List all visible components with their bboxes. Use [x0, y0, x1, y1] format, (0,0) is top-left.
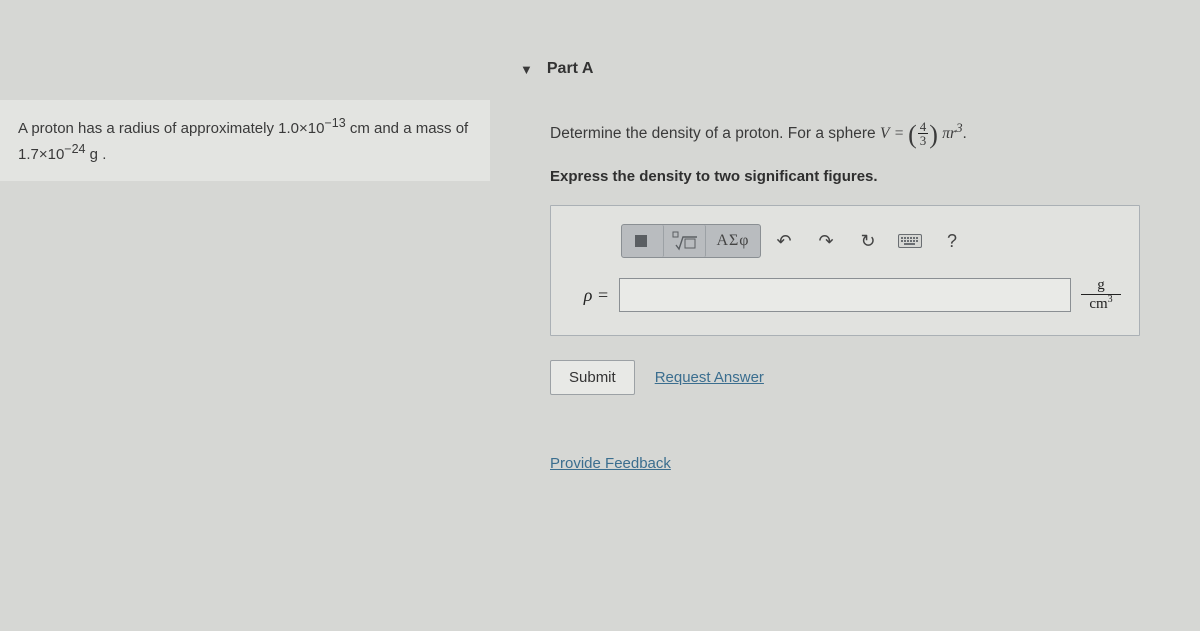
template-icon [632, 232, 654, 250]
answer-input-row: ρ = g cm3 [569, 278, 1121, 313]
part-title: Part A [547, 60, 594, 78]
undo-button[interactable]: ↶ [765, 225, 803, 257]
radical-template-icon [671, 231, 699, 251]
unit-denominator: cm3 [1081, 295, 1121, 313]
collapse-caret-icon[interactable]: ▼ [520, 62, 533, 77]
template-button[interactable] [622, 225, 664, 257]
redo-icon: ↷ [818, 231, 833, 252]
formula-paren-open: ( [908, 120, 917, 149]
submit-button[interactable]: Submit [550, 360, 635, 395]
greek-symbols-button[interactable]: ΑΣφ [706, 225, 760, 257]
answer-units: g cm3 [1081, 278, 1121, 313]
request-answer-link[interactable]: Request Answer [655, 369, 764, 386]
question-text: Determine the density of a proton. For a… [550, 120, 1180, 150]
answer-box: ΑΣφ ↶ ↷ ↻ [550, 205, 1140, 336]
question-prefix: Determine the density of a proton. For a… [550, 125, 880, 142]
problem-statement-text: A proton has a radius of approximately 1… [18, 120, 468, 163]
undo-icon: ↶ [776, 231, 791, 252]
action-row: Submit Request Answer [550, 360, 1180, 395]
instruction-text: Express the density to two significant f… [550, 168, 1180, 185]
problem-statement-panel: A proton has a radius of approximately 1… [0, 100, 490, 181]
footer-links: Provide Feedback [550, 455, 1180, 472]
equation-toolbar: ΑΣφ ↶ ↷ ↻ [569, 224, 1121, 258]
part-header[interactable]: ▼ Part A [520, 60, 1180, 78]
help-button[interactable]: ? [933, 225, 971, 257]
keyboard-icon [898, 234, 922, 248]
formula-lhs: V [880, 125, 889, 142]
question-block: Determine the density of a proton. For a… [520, 120, 1180, 472]
redo-button[interactable]: ↷ [807, 225, 845, 257]
reset-icon: ↻ [860, 231, 875, 252]
keyboard-button[interactable] [891, 225, 929, 257]
formula-tail: πr3 [942, 125, 962, 142]
provide-feedback-link[interactable]: Provide Feedback [550, 455, 671, 472]
toolbar-group-templates: ΑΣφ [621, 224, 761, 258]
answer-variable-label: ρ = [569, 285, 609, 306]
formula-paren-close: ) [929, 120, 938, 149]
formula-fraction: 43 [918, 120, 929, 147]
radical-template-button[interactable] [664, 225, 706, 257]
formula-equals: = [894, 125, 908, 142]
answer-input[interactable] [619, 278, 1071, 312]
reset-button[interactable]: ↻ [849, 225, 887, 257]
part-panel: ▼ Part A Determine the density of a prot… [520, 60, 1180, 472]
unit-numerator: g [1081, 278, 1121, 295]
